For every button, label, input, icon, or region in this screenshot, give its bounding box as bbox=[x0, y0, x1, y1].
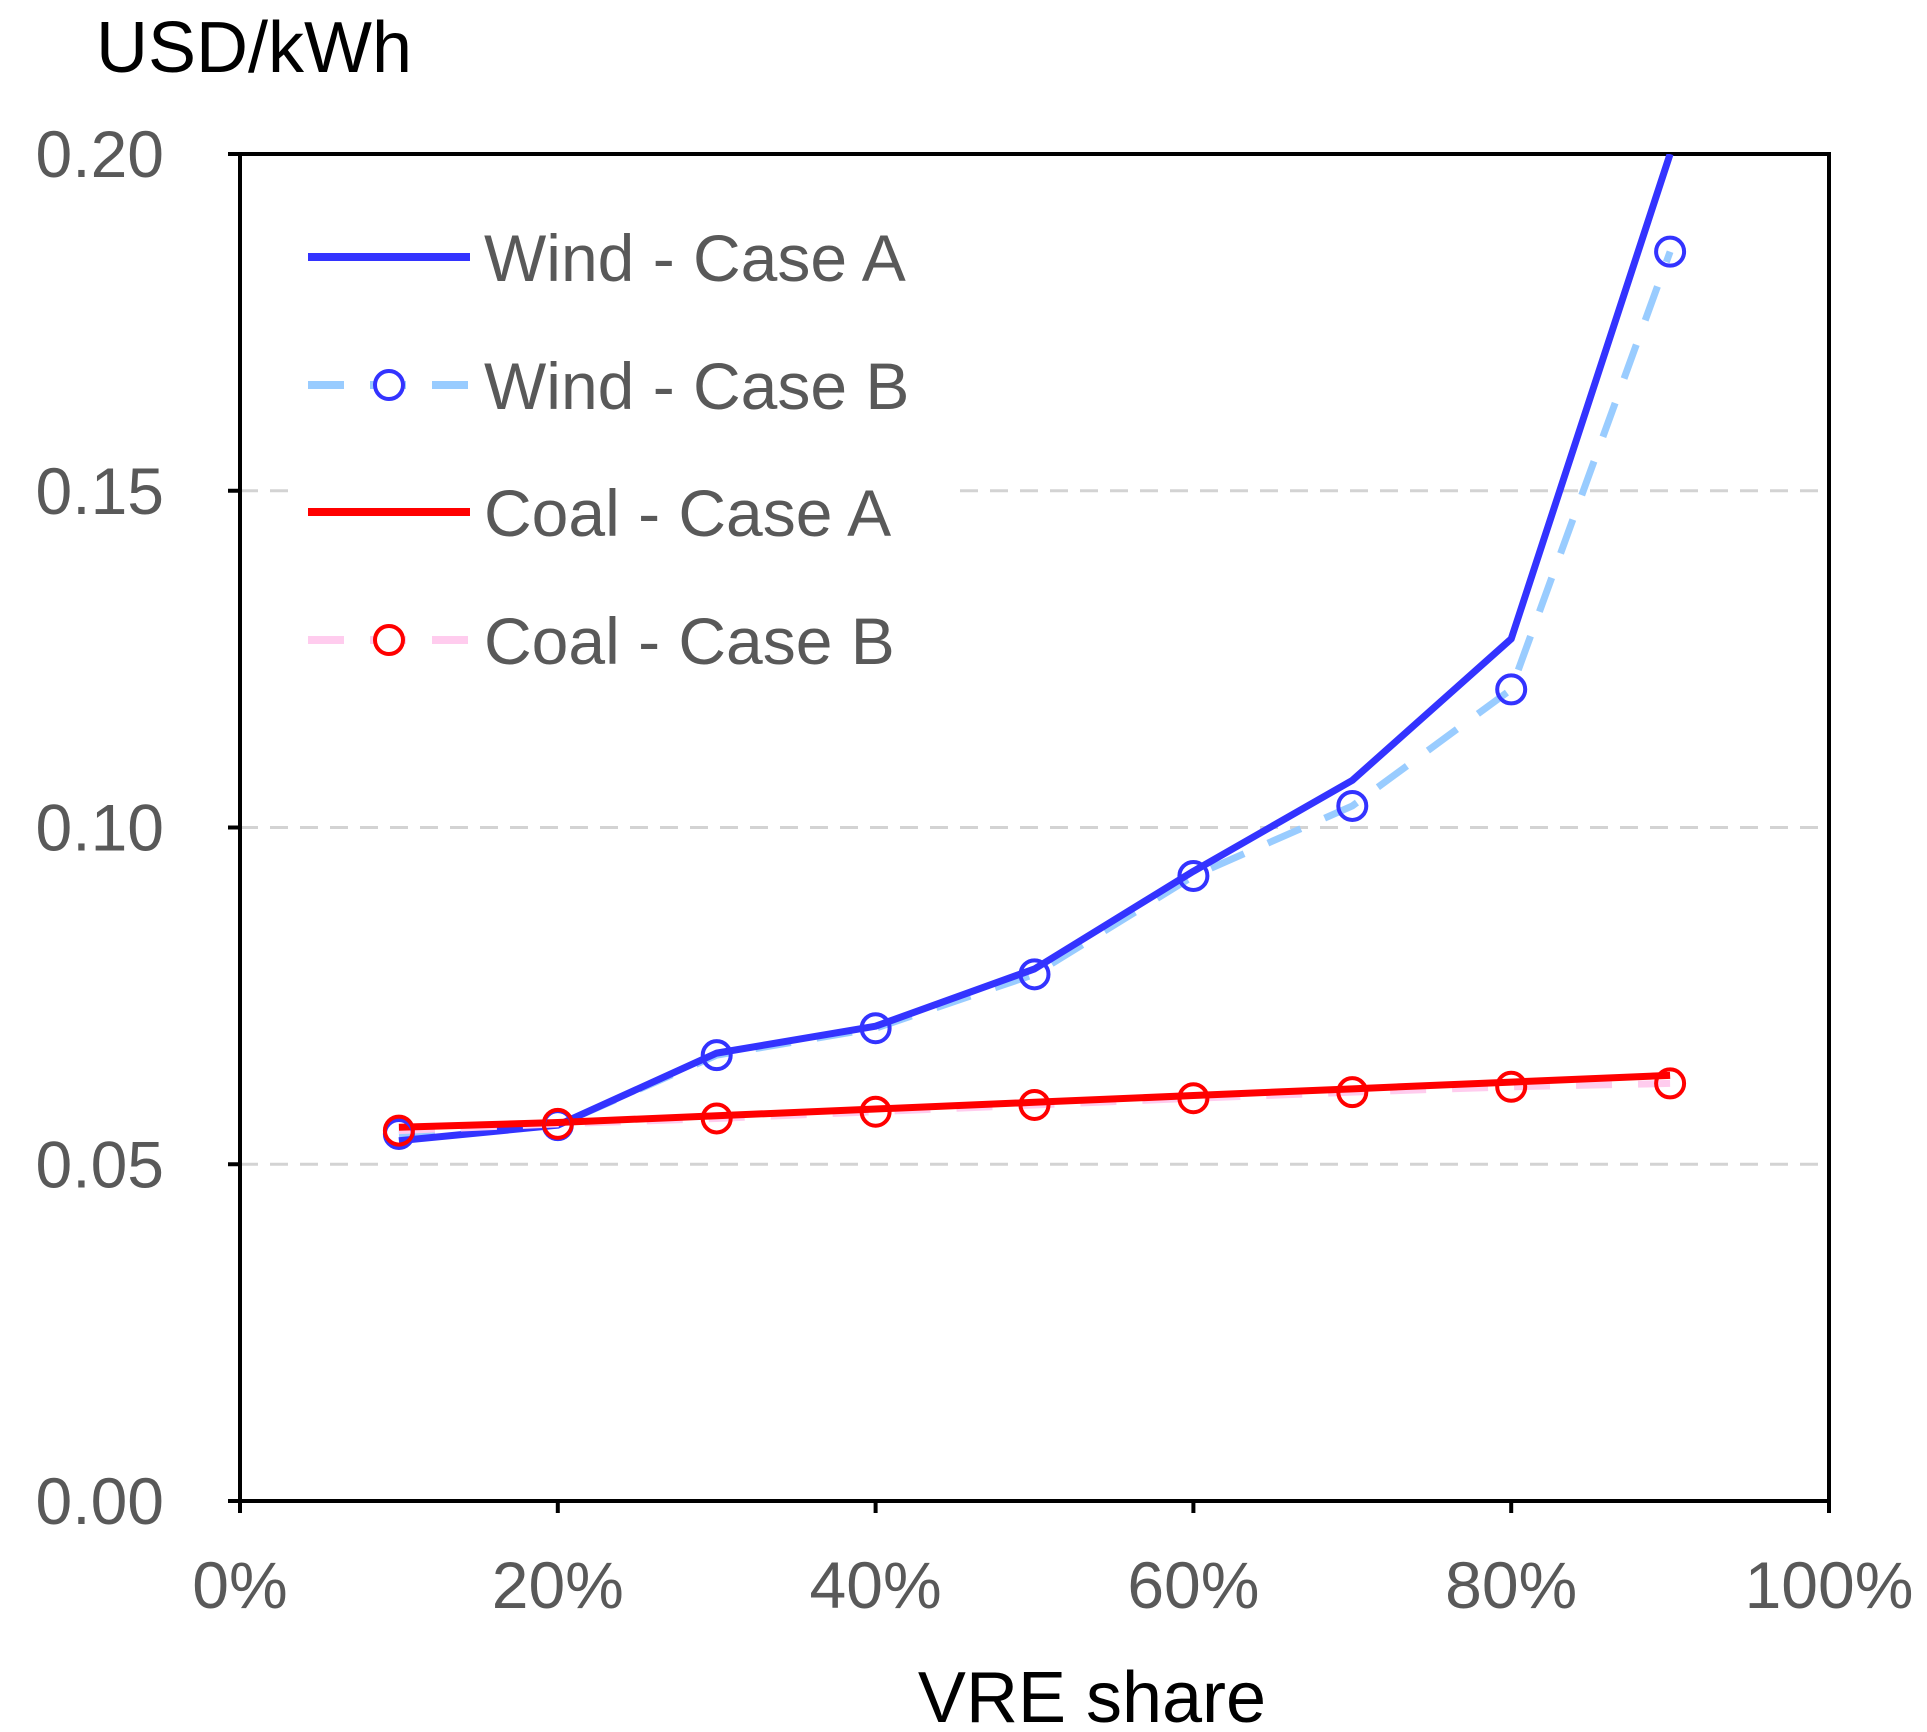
data-point-coal-case-b bbox=[1654, 1067, 1687, 1100]
axis-ticks: 0.00 0.05 0.10 0.15 0.20 0% 20% 40% 60% 80% 100% bbox=[36, 117, 1914, 1622]
legend-label-coal-case-b: Coal - Case B bbox=[484, 604, 895, 678]
x-tick-label: 20% bbox=[492, 1548, 624, 1622]
data-point-wind-case-b bbox=[1495, 673, 1528, 706]
legend-label-wind-case-b: Wind - Case B bbox=[484, 349, 909, 423]
series-line-coal-case-a bbox=[398, 1071, 1671, 1131]
data-point-coal-case-b bbox=[541, 1107, 574, 1140]
data-point-coal-case-b bbox=[859, 1095, 892, 1128]
data-point-wind-case-b bbox=[1177, 859, 1210, 892]
data-point-coal-case-b bbox=[1177, 1082, 1210, 1115]
data-point-wind-case-b bbox=[1336, 789, 1369, 822]
data-point-wind-case-b bbox=[700, 1039, 733, 1072]
data-point-coal-case-b bbox=[700, 1102, 733, 1135]
legend: Wind - Case A Wind - Case B Coal - Case … bbox=[290, 195, 950, 695]
y-tick-label: 0.10 bbox=[36, 791, 164, 865]
y-tick-label: 0.15 bbox=[36, 454, 164, 528]
data-point-coal-case-b bbox=[1336, 1076, 1369, 1109]
data-point-coal-case-b bbox=[1495, 1070, 1528, 1103]
series-line-wind-case-a bbox=[398, 154, 1674, 1145]
series-wind-case-a bbox=[398, 154, 1674, 1145]
legend-label-wind-case-a: Wind - Case A bbox=[484, 221, 906, 295]
y-axis-title: USD/kWh bbox=[96, 8, 412, 88]
x-axis-title: VRE share bbox=[918, 1658, 1266, 1732]
x-tick-label: 60% bbox=[1127, 1548, 1259, 1622]
legend-marker-wind-case-b bbox=[373, 369, 405, 401]
x-tick-label: 0% bbox=[192, 1548, 287, 1622]
data-point-wind-case-b bbox=[1654, 235, 1687, 268]
series-layer bbox=[382, 154, 1687, 1150]
legend-label-coal-case-a: Coal - Case A bbox=[484, 476, 891, 550]
gridlines bbox=[240, 489, 1829, 1166]
x-tick-label: 40% bbox=[810, 1548, 942, 1622]
data-point-wind-case-b bbox=[859, 1012, 892, 1045]
legend-background bbox=[290, 195, 950, 695]
legend-marker-coal-case-b bbox=[373, 624, 405, 656]
y-tick-label: 0.20 bbox=[36, 117, 164, 191]
x-tick-label: 100% bbox=[1745, 1548, 1914, 1622]
data-point-wind-case-b bbox=[1018, 958, 1051, 991]
x-tick-label: 80% bbox=[1445, 1548, 1577, 1622]
data-point-coal-case-b bbox=[382, 1114, 415, 1147]
series-coal-case-a bbox=[398, 1071, 1671, 1131]
y-tick-label: 0.05 bbox=[36, 1127, 164, 1201]
y-tick-label: 0.00 bbox=[36, 1464, 164, 1538]
data-point-coal-case-b bbox=[1018, 1088, 1051, 1121]
